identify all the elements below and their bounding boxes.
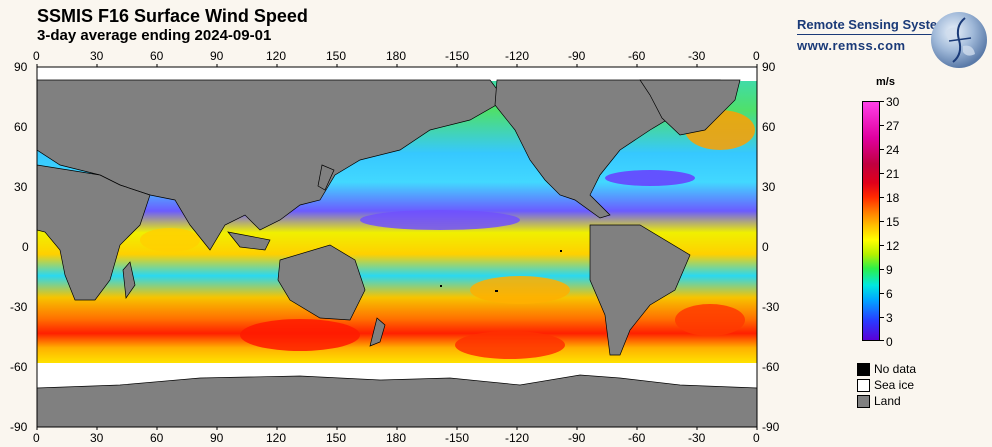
lat-tick-left: 60 xyxy=(14,120,28,134)
lat-tick-left: 0 xyxy=(22,240,29,254)
lon-tick-bottom: 120 xyxy=(266,431,287,445)
lon-tick-bottom: 30 xyxy=(90,431,104,445)
colorbar-tick xyxy=(879,221,884,222)
lon-tick-bottom: -150 xyxy=(445,431,470,445)
map-subtitle: 3-day average ending 2024-09-01 xyxy=(37,27,272,44)
lon-tick-top: 90 xyxy=(210,49,224,63)
lon-tick-top: 120 xyxy=(266,49,287,63)
colorbar-tick-label: 30 xyxy=(886,95,900,109)
lon-tick-bottom: 0 xyxy=(33,431,40,445)
legend-label: No data xyxy=(874,362,917,376)
lon-tick-top: 60 xyxy=(150,49,164,63)
lat-tick-right: 90 xyxy=(762,60,776,74)
lon-tick-bottom: 0 xyxy=(753,431,760,445)
land xyxy=(36,79,758,428)
colorbar-tick-label: 15 xyxy=(886,215,900,229)
colorbar-unit: m/s xyxy=(876,76,895,88)
lon-tick-top: 0 xyxy=(753,49,760,63)
globe-logo-icon xyxy=(931,12,987,68)
lat-tick-right: 60 xyxy=(762,120,776,134)
lon-tick-top: 0 xyxy=(33,49,40,63)
lon-tick-top: -150 xyxy=(445,49,470,63)
colorbar-tick-label: 18 xyxy=(886,191,900,205)
colorbar-tick-label: 21 xyxy=(886,167,900,181)
colorbar-tick-label: 0 xyxy=(886,335,893,349)
lon-tick-bottom: 60 xyxy=(150,431,164,445)
colorbar-tick xyxy=(879,197,884,198)
legend-swatch-sea-ice xyxy=(857,379,870,392)
lon-tick-top: 30 xyxy=(90,49,104,63)
colorbar-tick xyxy=(879,340,884,341)
colorbar-tick xyxy=(879,245,884,246)
lon-tick-bottom: 150 xyxy=(326,431,347,445)
colorbar-tick xyxy=(879,173,884,174)
org-url: www.remss.com xyxy=(797,38,906,53)
colorbar-tick-label: 24 xyxy=(886,143,900,157)
lon-tick-bottom: -120 xyxy=(505,431,530,445)
lon-tick-top: -60 xyxy=(628,49,646,63)
lon-tick-bottom: 180 xyxy=(386,431,407,445)
frame-ticks xyxy=(36,64,758,430)
legend-swatch-land xyxy=(857,395,870,408)
colorbar-tick xyxy=(879,269,884,270)
lat-tick-right: -90 xyxy=(762,420,780,434)
colorbar-tick-label: 12 xyxy=(886,239,900,253)
lat-tick-left: -60 xyxy=(10,360,28,374)
colorbar xyxy=(862,101,880,341)
org-name: Remote Sensing Systems xyxy=(797,17,956,32)
lon-tick-bottom: -90 xyxy=(568,431,586,445)
lon-tick-top: -90 xyxy=(568,49,586,63)
colorbar-tick xyxy=(879,317,884,318)
lon-tick-bottom: 90 xyxy=(210,431,224,445)
colorbar-tick xyxy=(879,125,884,126)
legend-label: Sea ice xyxy=(874,378,915,392)
lat-tick-left: -90 xyxy=(10,420,28,434)
lon-tick-bottom: -60 xyxy=(628,431,646,445)
lat-tick-left: 30 xyxy=(14,180,28,194)
lat-tick-right: -30 xyxy=(762,300,780,314)
lat-tick-left: -30 xyxy=(10,300,28,314)
lat-tick-right: -60 xyxy=(762,360,780,374)
lon-tick-bottom: -30 xyxy=(688,431,706,445)
colorbar-tick-label: 6 xyxy=(886,287,893,301)
lat-tick-right: 0 xyxy=(762,240,769,254)
lon-tick-top: 150 xyxy=(326,49,347,63)
colorbar-tick xyxy=(879,149,884,150)
legend-swatch-no-data xyxy=(857,363,870,376)
lon-tick-top: 180 xyxy=(386,49,407,63)
colorbar-tick-label: 9 xyxy=(886,263,893,277)
org-divider xyxy=(797,34,947,35)
colorbar-tick-label: 27 xyxy=(886,119,900,133)
map-title: SSMIS F16 Surface Wind Speed xyxy=(37,6,308,26)
lon-tick-top: -120 xyxy=(505,49,530,63)
colorbar-tick-label: 3 xyxy=(886,311,893,325)
wind-features xyxy=(140,110,755,359)
colorbar-tick xyxy=(879,101,884,102)
lon-tick-top: -30 xyxy=(688,49,706,63)
lat-tick-left: 90 xyxy=(14,60,28,74)
no-data-specks xyxy=(440,250,562,292)
legend-label: Land xyxy=(874,394,901,408)
lat-tick-right: 30 xyxy=(762,180,776,194)
colorbar-tick xyxy=(879,293,884,294)
